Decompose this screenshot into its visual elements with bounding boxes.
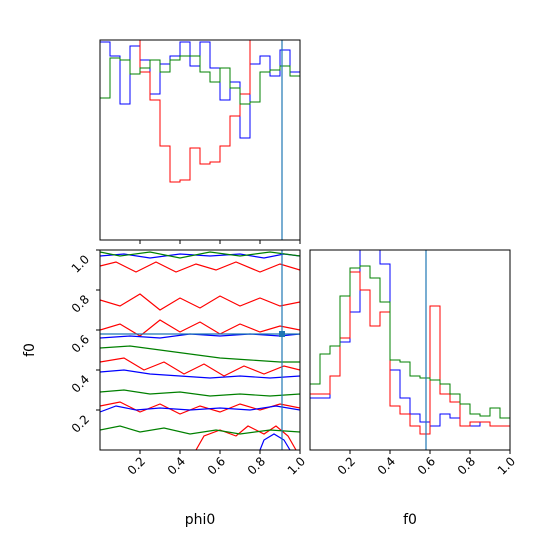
contour-x-ticks: 0.2 0.4 0.6 0.8 1.0 [125, 450, 308, 478]
contour-line-2-1 [100, 345, 300, 363]
contour-line-0-3 [100, 357, 300, 377]
contour-frame [99, 249, 301, 451]
contour-line-2-3 [100, 425, 300, 435]
contour-y-tick-label-0: 0.2 [69, 412, 92, 435]
contour-x-tick-label-1: 0.4 [165, 454, 188, 477]
contour-line-1-2 [100, 369, 300, 379]
f0-hist-x-tick-label-0: 0.2 [335, 454, 358, 477]
phi0-f0-contour-panel: 0.2 0.4 0.6 0.8 1.0 0.2 0.4 0.6 0.8 1.0 phi0 f0 [22, 249, 308, 528]
contour-x-tick-label-2: 0.6 [205, 454, 228, 477]
contour-line-1-3 [100, 405, 300, 413]
contour-x-tick-label-4: 1.0 [285, 454, 308, 477]
contour-line-0-2 [100, 319, 300, 337]
x-axis-label-f0: f0 [403, 512, 417, 528]
contour-line-2-2 [100, 389, 300, 397]
contour-y-tick-label-2: 0.6 [69, 332, 92, 355]
contour-line-1-4 [259, 433, 291, 450]
contour-y-ticks: 0.2 0.4 0.6 0.8 1.0 [69, 249, 100, 436]
phi0-hist-series-2 [100, 55, 300, 240]
truth-marker [279, 331, 285, 337]
contour-x-tick-label-3: 0.8 [245, 454, 268, 477]
f0-hist-x-tick-label-3: 0.8 [455, 454, 478, 477]
contour-line-1-0 [100, 253, 300, 259]
f0-hist-series-1 [310, 271, 510, 450]
phi0-hist-series-0 [100, 41, 300, 240]
f0-hist-x-tick-label-1: 0.4 [375, 454, 398, 477]
contour-line-0-0 [100, 261, 300, 273]
contour-line-0-5 [195, 425, 297, 450]
phi0-histogram-frame [99, 39, 301, 241]
contour-x-tick-label-0: 0.2 [125, 454, 148, 477]
phi0-histogram-panel [99, 39, 301, 244]
contour-line-2-0 [100, 251, 300, 259]
f0-hist-series-0 [310, 250, 510, 450]
f0-hist-x-tick-label-2: 0.6 [415, 454, 438, 477]
contour-y-tick-label-4: 1.0 [69, 252, 92, 275]
contour-y-tick-label-1: 0.4 [69, 372, 92, 395]
contour-y-tick-label-3: 0.8 [69, 292, 92, 315]
contour-line-0-4 [100, 401, 300, 415]
f0-hist-x-tick-label-4: 1.0 [495, 454, 518, 477]
contour-line-0-1 [100, 293, 300, 311]
f0-histogram-frame [309, 249, 511, 451]
f0-hist-series-2 [310, 265, 510, 450]
f0-histogram-x-ticks: 0.2 0.4 0.6 0.8 1.0 [335, 450, 518, 478]
y-axis-label-f0: f0 [22, 343, 38, 357]
f0-histogram-panel: 0.2 0.4 0.6 0.8 1.0 f0 [309, 249, 518, 528]
phi0-histogram-ticks [139, 240, 301, 244]
phi0-hist-series-1 [100, 40, 300, 240]
contour-line-1-1 [100, 333, 300, 339]
x-axis-label-phi0: phi0 [185, 512, 216, 528]
